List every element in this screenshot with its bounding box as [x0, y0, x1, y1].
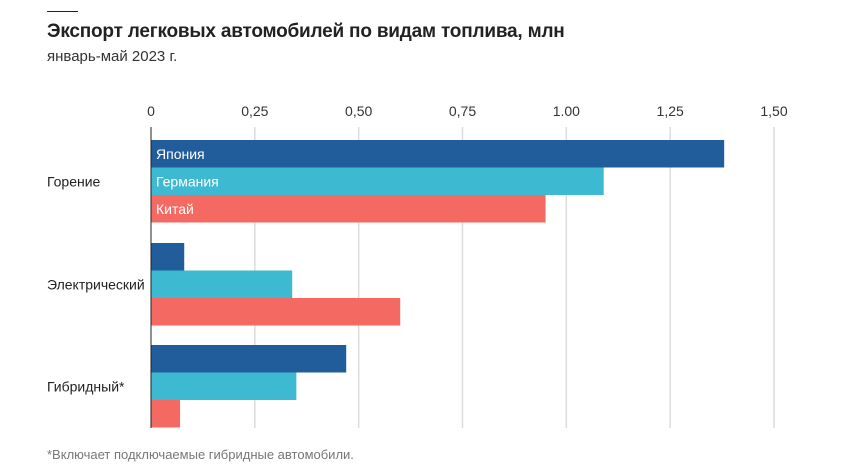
tick-label: 0	[147, 103, 155, 119]
bar-Китай	[151, 400, 181, 428]
tick-label: 0,25	[241, 103, 268, 119]
bar-Германия	[151, 270, 293, 298]
bar-Китай	[151, 195, 546, 223]
tick-label: 0,50	[345, 103, 372, 119]
bar-Германия	[151, 167, 604, 195]
chart-title: Экспорт легковых автомобилей по видам то…	[47, 21, 565, 42]
tick-label: 1,50	[760, 103, 787, 119]
bar-Япония	[151, 345, 347, 373]
title-rule	[47, 11, 78, 12]
tick-label: 1.00	[553, 103, 580, 119]
series-label: Япония	[156, 146, 205, 162]
category-label: Горение	[47, 173, 101, 189]
series-label: Китай	[156, 201, 194, 217]
footnote: *Включает подключаемые гибридные автомоб…	[47, 447, 354, 462]
bar-Китай	[151, 298, 401, 326]
bar-Япония	[151, 243, 185, 271]
bar-Германия	[151, 372, 297, 400]
tick-label: 1,25	[657, 103, 684, 119]
category-label: Гибридный*	[47, 378, 125, 394]
series-label: Германия	[156, 173, 219, 189]
chart-subtitle: январь-май 2023 г.	[47, 48, 178, 65]
category-label: Электрический	[47, 276, 145, 292]
bar-Япония	[151, 140, 725, 168]
tick-label: 0,75	[449, 103, 476, 119]
